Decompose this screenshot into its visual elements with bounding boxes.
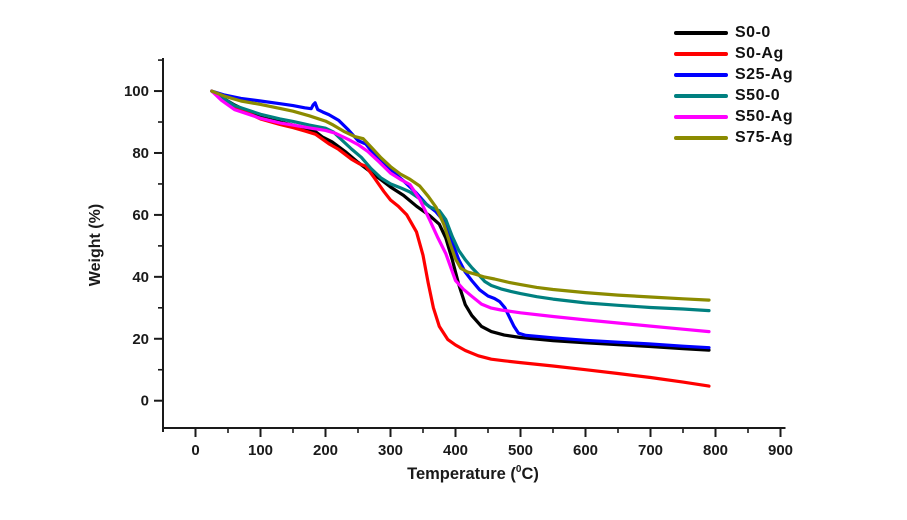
legend: S0-0 S0-Ag S25-Ag S50-0 S50-Ag S75-Ag <box>674 22 793 148</box>
x-tick-label: 200 <box>313 442 338 459</box>
legend-line-swatch <box>674 114 728 119</box>
y-tick-label: 80 <box>132 145 149 162</box>
series-curve-s0-ag <box>210 89 711 388</box>
legend-label: S50-0 <box>735 86 781 104</box>
x-tick-label: 800 <box>703 442 728 459</box>
series-curve-s50-ag <box>210 89 711 334</box>
x-axis-title: Temperature (0C) <box>163 464 783 484</box>
legend-label: S75-Ag <box>735 128 794 146</box>
legend-item-s0-0: S0-0 <box>674 22 793 43</box>
legend-label: S25-Ag <box>735 65 794 83</box>
x-tick-label: 400 <box>443 442 468 459</box>
legend-label: S50-Ag <box>735 107 794 125</box>
x-tick-label: 500 <box>508 442 533 459</box>
legend-item-s50-ag: S50-Ag <box>674 106 793 127</box>
legend-item-s50-0: S50-0 <box>674 85 793 106</box>
x-tick-label: 600 <box>573 442 598 459</box>
series-curve-s50-0 <box>210 89 711 313</box>
x-tick-label: 300 <box>378 442 403 459</box>
legend-item-s25-ag: S25-Ag <box>674 64 793 85</box>
legend-line-swatch <box>674 135 728 140</box>
legend-item-s75-ag: S75-Ag <box>674 127 793 148</box>
x-axis-title-prefix: Temperature ( <box>407 465 516 483</box>
x-tick-label: 700 <box>638 442 663 459</box>
series-curve-s0-0 <box>210 89 711 352</box>
x-tick-label: 100 <box>248 442 273 459</box>
y-axis-title: Weight (%) <box>87 203 104 287</box>
legend-line-swatch <box>674 51 728 56</box>
y-tick-label: 100 <box>124 83 149 100</box>
legend-line-swatch <box>674 93 728 98</box>
legend-line-swatch <box>674 30 728 35</box>
y-tick-label: 40 <box>132 269 149 286</box>
legend-item-s0-ag: S0-Ag <box>674 43 793 64</box>
legend-label: S0-Ag <box>735 44 784 62</box>
x-axis-title-suffix: C) <box>521 465 539 483</box>
legend-label: S0-0 <box>735 23 771 41</box>
x-tick-label: 900 <box>768 442 793 459</box>
legend-line-swatch <box>674 72 728 77</box>
series-curve-s75-ag <box>210 89 711 302</box>
y-tick-label: 0 <box>141 393 149 410</box>
x-tick-label: 0 <box>191 442 199 459</box>
series-curve-s25-ag <box>210 89 711 350</box>
y-tick-label: 20 <box>132 331 149 348</box>
y-tick-label: 60 <box>132 207 149 224</box>
x-axis-title-superscript: 0 <box>515 464 522 475</box>
